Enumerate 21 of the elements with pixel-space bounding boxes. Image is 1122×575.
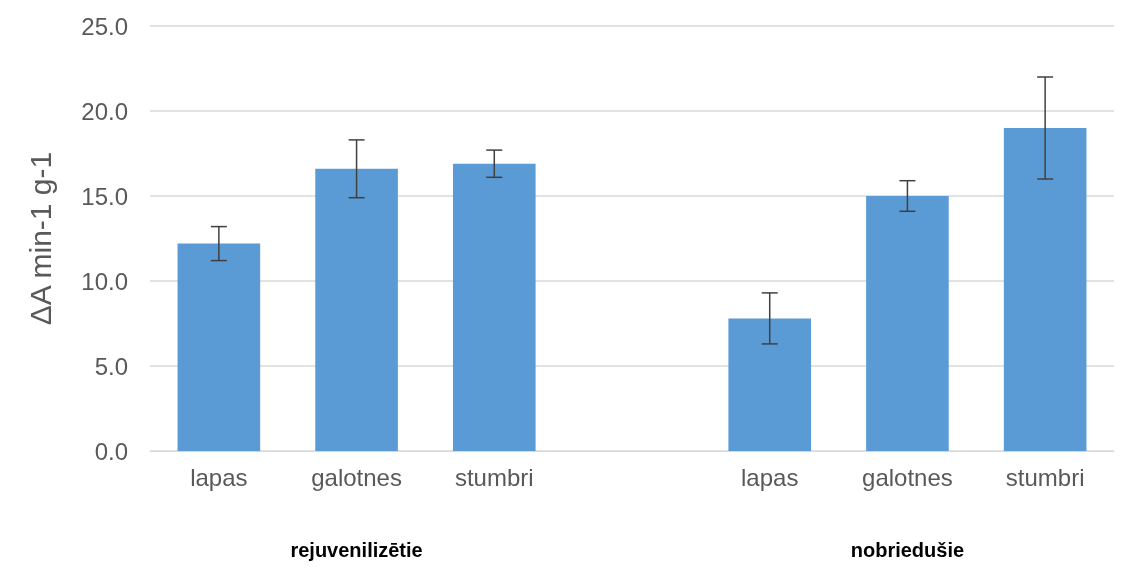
x-tick-label: galotnes [311, 463, 402, 491]
x-tick-label: stumbri [1005, 463, 1085, 491]
y-tick-label: 25.0 [81, 12, 128, 40]
bar [177, 243, 261, 451]
bar [866, 196, 949, 451]
y-tick-label: 5.0 [94, 352, 128, 380]
x-tick-label: lapas [741, 463, 799, 491]
y-tick-label: 15.0 [81, 182, 128, 210]
text: nobriedušie [850, 539, 965, 561]
y-tick-label: 10.0 [81, 267, 128, 295]
text: rejuvenilizētie [290, 539, 423, 561]
y-tick-label: 0.0 [94, 437, 128, 465]
x-tick-label: stumbri [454, 463, 534, 491]
x-tick-label: galotnes [862, 463, 953, 491]
bar [728, 318, 812, 451]
bar [1003, 128, 1087, 451]
bar [452, 163, 536, 451]
x-tick-label: lapas [190, 463, 248, 491]
y-tick-label: 20.0 [81, 97, 128, 125]
bar [315, 168, 398, 451]
y-axis-title: ΔA min-1 g-1 [23, 151, 57, 326]
